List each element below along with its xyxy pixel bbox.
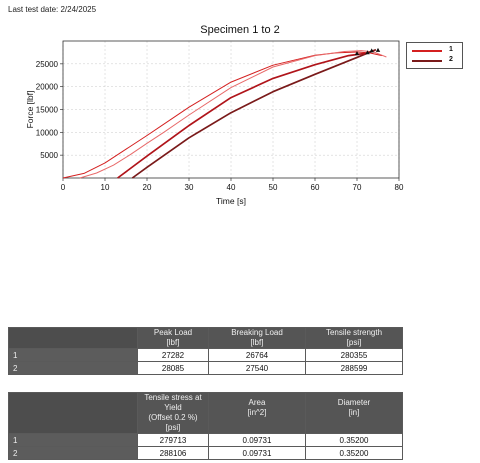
breaking-load-cell: 26764 xyxy=(208,348,306,362)
header-text: Breaking Load xyxy=(231,328,283,337)
y-tick-label: 20000 xyxy=(36,83,59,92)
legend-swatch-1 xyxy=(412,50,442,52)
table-row: 1 27282 26764 280355 xyxy=(8,348,403,362)
header-unit: [in] xyxy=(348,408,360,417)
header-text: Tensile stress at Yield xyxy=(144,393,202,412)
x-tick-label: 30 xyxy=(185,183,194,192)
x-tick-label: 20 xyxy=(143,183,152,192)
table2-header-area: Area [in^2] xyxy=(208,392,306,434)
row-label: 1 xyxy=(8,433,138,447)
header-text: Area xyxy=(248,398,266,407)
table2-header-yield-stress: Tensile stress at Yield (Offset 0.2 %) [… xyxy=(137,392,209,434)
legend-swatch-2 xyxy=(412,60,442,62)
diameter-cell: 0.35200 xyxy=(305,433,403,447)
table1-header-tensile-strength: Tensile strength [psi] xyxy=(305,327,403,349)
table-row: 2 28085 27540 288599 xyxy=(8,361,403,375)
series-line-2 xyxy=(79,50,387,179)
series-line-4 xyxy=(117,52,366,179)
legend-item-2: 2 xyxy=(412,56,460,66)
y-axis-title: Force [lbf] xyxy=(25,91,35,129)
row-label: 2 xyxy=(8,446,138,460)
table1-header-row: Peak Load [lbf] Breaking Load [lbf] Tens… xyxy=(8,327,403,349)
x-axis-title: Time [s] xyxy=(216,196,246,206)
x-tick-label: 80 xyxy=(395,183,404,192)
header-unit: [psi] xyxy=(165,423,181,432)
yield-stress-cell: 279713 xyxy=(137,433,209,447)
peak-marker xyxy=(365,50,370,55)
header-subtext: (Offset 0.2 %) xyxy=(148,413,198,422)
peak-load-cell: 27282 xyxy=(137,348,209,362)
header-spacer xyxy=(306,418,402,428)
y-tick-label: 15000 xyxy=(36,106,59,115)
last-test-date: Last test date: 2/24/2025 xyxy=(8,5,97,14)
table2-header-row: Tensile stress at Yield (Offset 0.2 %) [… xyxy=(8,392,403,434)
table2-header-diameter: Diameter [in] xyxy=(305,392,403,434)
header-unit: [in^2] xyxy=(247,408,267,417)
table-row: 2 288106 0.09731 0.35200 xyxy=(8,446,403,460)
results-table-1: Peak Load [lbf] Breaking Load [lbf] Tens… xyxy=(8,327,403,375)
table-row: 1 279713 0.09731 0.35200 xyxy=(8,433,403,447)
table1-header-peak-load: Peak Load [lbf] xyxy=(137,327,209,349)
legend-item-1: 1 xyxy=(412,46,460,56)
header-unit: [lbf] xyxy=(166,338,180,347)
peak-marker xyxy=(354,51,360,56)
x-tick-label: 0 xyxy=(61,183,66,192)
chart-legend: 1 2 xyxy=(406,42,463,69)
row-label: 2 xyxy=(8,361,138,375)
x-tick-label: 60 xyxy=(311,183,320,192)
tensile-strength-cell: 288599 xyxy=(305,361,403,375)
header-text: Diameter xyxy=(337,398,371,407)
peak-marker xyxy=(375,47,381,52)
row-label: 1 xyxy=(8,348,138,362)
header-unit: [lbf] xyxy=(250,338,264,347)
legend-label-1: 1 xyxy=(449,46,453,53)
header-spacer xyxy=(209,418,305,428)
header-unit: [psi] xyxy=(346,338,362,347)
yield-stress-cell: 288106 xyxy=(137,446,209,460)
results-table-2: Tensile stress at Yield (Offset 0.2 %) [… xyxy=(8,392,403,460)
peak-marker xyxy=(369,48,374,53)
header-text: Tensile strength xyxy=(325,328,383,337)
force-time-chart: 0 10 20 30 40 50 60 70 80 5000 10000 15000 20000 2500… xyxy=(25,40,404,206)
area-cell: 0.09731 xyxy=(208,433,306,447)
x-tick-label: 70 xyxy=(353,183,362,192)
x-tick-label: 10 xyxy=(101,183,110,192)
table2-corner xyxy=(8,392,138,434)
y-tick-label: 5000 xyxy=(40,151,58,160)
series-line-3 xyxy=(131,48,377,179)
y-tick-label: 10000 xyxy=(36,128,59,137)
peak-load-cell: 28085 xyxy=(137,361,209,375)
breaking-load-cell: 27540 xyxy=(208,361,306,375)
x-tick-label: 40 xyxy=(227,183,236,192)
area-cell: 0.09731 xyxy=(208,446,306,460)
tensile-strength-cell: 280355 xyxy=(305,348,403,362)
diameter-cell: 0.35200 xyxy=(305,446,403,460)
chart-title: Specimen 1 to 2 xyxy=(200,24,280,36)
table1-header-breaking-load: Breaking Load [lbf] xyxy=(208,327,306,349)
table1-corner xyxy=(8,327,138,349)
y-tick-label: 25000 xyxy=(36,60,59,69)
x-tick-label: 50 xyxy=(269,183,278,192)
legend-label-2: 2 xyxy=(449,56,453,63)
header-text: Peak Load xyxy=(153,328,193,337)
